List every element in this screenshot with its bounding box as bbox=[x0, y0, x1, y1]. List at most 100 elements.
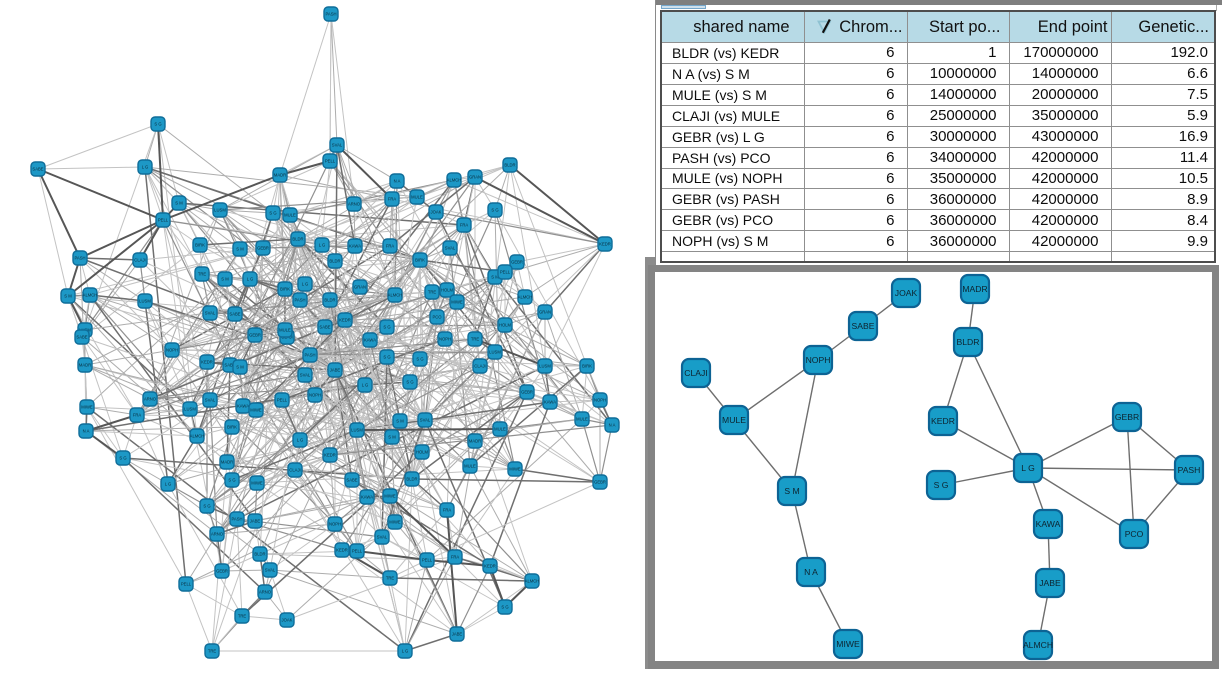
svg-text:HOLM: HOLM bbox=[416, 450, 429, 455]
svg-text:S M: S M bbox=[396, 419, 404, 424]
svg-text:S M: S M bbox=[236, 247, 244, 252]
svg-text:PELL: PELL bbox=[277, 398, 288, 403]
svg-text:BLDR: BLDR bbox=[957, 337, 980, 347]
svg-text:L G: L G bbox=[297, 438, 304, 443]
svg-text:GEBR: GEBR bbox=[521, 390, 533, 395]
svg-text:ALMCH: ALMCH bbox=[83, 293, 98, 298]
svg-text:LUSM: LUSM bbox=[489, 350, 501, 355]
svg-text:S M: S M bbox=[784, 486, 799, 496]
svg-text:MADR: MADR bbox=[274, 173, 286, 178]
svg-text:ALMCH: ALMCH bbox=[518, 295, 533, 300]
svg-text:S G: S G bbox=[383, 325, 390, 330]
svg-text:ARNO: ARNO bbox=[259, 590, 272, 595]
svg-text:SABE: SABE bbox=[32, 167, 43, 172]
svg-text:S M: S M bbox=[236, 365, 244, 370]
svg-text:BIRK: BIRK bbox=[582, 364, 592, 369]
svg-text:FRA: FRA bbox=[443, 508, 452, 513]
svg-text:KEDR: KEDR bbox=[599, 242, 611, 247]
svg-text:L G: L G bbox=[319, 243, 326, 248]
svg-text:ARNO: ARNO bbox=[211, 532, 224, 537]
svg-text:NOPH: NOPH bbox=[329, 522, 341, 527]
svg-text:MADR: MADR bbox=[469, 439, 481, 444]
svg-text:N A: N A bbox=[609, 423, 616, 428]
svg-text:FRA: FRA bbox=[451, 555, 460, 560]
svg-text:MIWE: MIWE bbox=[250, 408, 262, 413]
svg-text:SVAL: SVAL bbox=[445, 246, 456, 251]
svg-text:FRA: FRA bbox=[386, 244, 395, 249]
svg-text:PASH: PASH bbox=[304, 353, 315, 358]
svg-text:L G: L G bbox=[1021, 463, 1035, 473]
svg-text:ALMCH: ALMCH bbox=[388, 293, 403, 298]
svg-text:ALMCH: ALMCH bbox=[190, 434, 205, 439]
svg-text:S G: S G bbox=[406, 380, 413, 385]
svg-text:S M: S M bbox=[388, 435, 396, 440]
svg-text:N A: N A bbox=[394, 179, 401, 184]
svg-text:SVAL: SVAL bbox=[205, 398, 216, 403]
svg-text:GEBR: GEBR bbox=[249, 333, 261, 338]
svg-text:S G: S G bbox=[416, 357, 423, 362]
svg-text:KEDR: KEDR bbox=[339, 318, 351, 323]
svg-text:FRA: FRA bbox=[388, 197, 397, 202]
svg-text:CLAJI: CLAJI bbox=[289, 468, 300, 473]
svg-text:MULE: MULE bbox=[279, 328, 291, 333]
svg-text:KEDR: KEDR bbox=[336, 548, 348, 553]
svg-text:SVAL: SVAL bbox=[332, 143, 343, 148]
svg-text:L G: L G bbox=[402, 649, 409, 654]
svg-text:KAWA: KAWA bbox=[1036, 519, 1061, 529]
svg-text:BLDR: BLDR bbox=[324, 298, 335, 303]
svg-text:PASH: PASH bbox=[231, 517, 242, 522]
svg-text:LUSM: LUSM bbox=[184, 407, 196, 412]
svg-text:KEDR: KEDR bbox=[931, 416, 955, 426]
svg-text:MULE: MULE bbox=[576, 417, 588, 422]
svg-text:GEBR: GEBR bbox=[257, 246, 269, 251]
svg-text:MIWE: MIWE bbox=[509, 467, 521, 472]
svg-text:PELL: PELL bbox=[181, 582, 192, 587]
svg-text:MULE: MULE bbox=[411, 195, 423, 200]
svg-text:S M: S M bbox=[221, 277, 229, 282]
svg-text:SVAL: SVAL bbox=[377, 535, 388, 540]
svg-text:SABE: SABE bbox=[76, 335, 87, 340]
svg-text:GEBR: GEBR bbox=[511, 260, 523, 265]
svg-text:JABE: JABE bbox=[250, 519, 261, 524]
svg-text:MULE: MULE bbox=[464, 464, 476, 469]
svg-text:S G: S G bbox=[501, 605, 508, 610]
svg-text:LUSM: LUSM bbox=[139, 299, 151, 304]
svg-text:MIWE: MIWE bbox=[836, 639, 860, 649]
svg-text:ALMCH: ALMCH bbox=[1023, 640, 1053, 650]
svg-text:BLDR: BLDR bbox=[406, 477, 417, 482]
svg-text:SABE: SABE bbox=[852, 321, 875, 331]
svg-text:KEDR: KEDR bbox=[324, 453, 336, 458]
svg-text:SABE: SABE bbox=[346, 478, 357, 483]
svg-text:PELL: PELL bbox=[158, 218, 169, 223]
svg-text:KAWA: KAWA bbox=[361, 495, 373, 500]
svg-text:PCO: PCO bbox=[1125, 529, 1144, 539]
svg-text:PASH: PASH bbox=[325, 12, 336, 17]
svg-text:MADR: MADR bbox=[79, 363, 91, 368]
svg-text:MULE: MULE bbox=[494, 427, 506, 432]
svg-text:BLDR: BLDR bbox=[329, 259, 340, 264]
svg-text:MULE: MULE bbox=[722, 415, 746, 425]
svg-text:S G: S G bbox=[203, 504, 210, 509]
svg-text:LUSM: LUSM bbox=[214, 208, 226, 213]
svg-text:SABE: SABE bbox=[319, 325, 330, 330]
svg-text:MADR: MADR bbox=[962, 284, 987, 294]
svg-text:BLDR: BLDR bbox=[504, 163, 515, 168]
svg-text:GRAN: GRAN bbox=[539, 310, 551, 315]
svg-text:NOPH: NOPH bbox=[594, 398, 606, 403]
svg-text:MIWE: MIWE bbox=[251, 481, 263, 486]
svg-text:ALMCH: ALMCH bbox=[525, 579, 540, 584]
svg-text:SVAL: SVAL bbox=[205, 311, 216, 316]
svg-text:S M: S M bbox=[175, 201, 183, 206]
svg-text:MADR: MADR bbox=[221, 460, 233, 465]
svg-text:FRA: FRA bbox=[133, 413, 142, 418]
svg-text:N A: N A bbox=[804, 567, 818, 577]
svg-text:S G: S G bbox=[269, 211, 276, 216]
svg-text:GEBR: GEBR bbox=[594, 480, 606, 485]
svg-text:KAWA: KAWA bbox=[364, 338, 376, 343]
svg-text:BIRK: BIRK bbox=[280, 287, 290, 292]
svg-text:HOLM: HOLM bbox=[499, 323, 512, 328]
svg-text:PELL: PELL bbox=[422, 558, 433, 563]
svg-text:JABE: JABE bbox=[1039, 578, 1061, 588]
svg-text:MIWE: MIWE bbox=[389, 520, 401, 525]
svg-text:BIRK: BIRK bbox=[415, 258, 425, 263]
